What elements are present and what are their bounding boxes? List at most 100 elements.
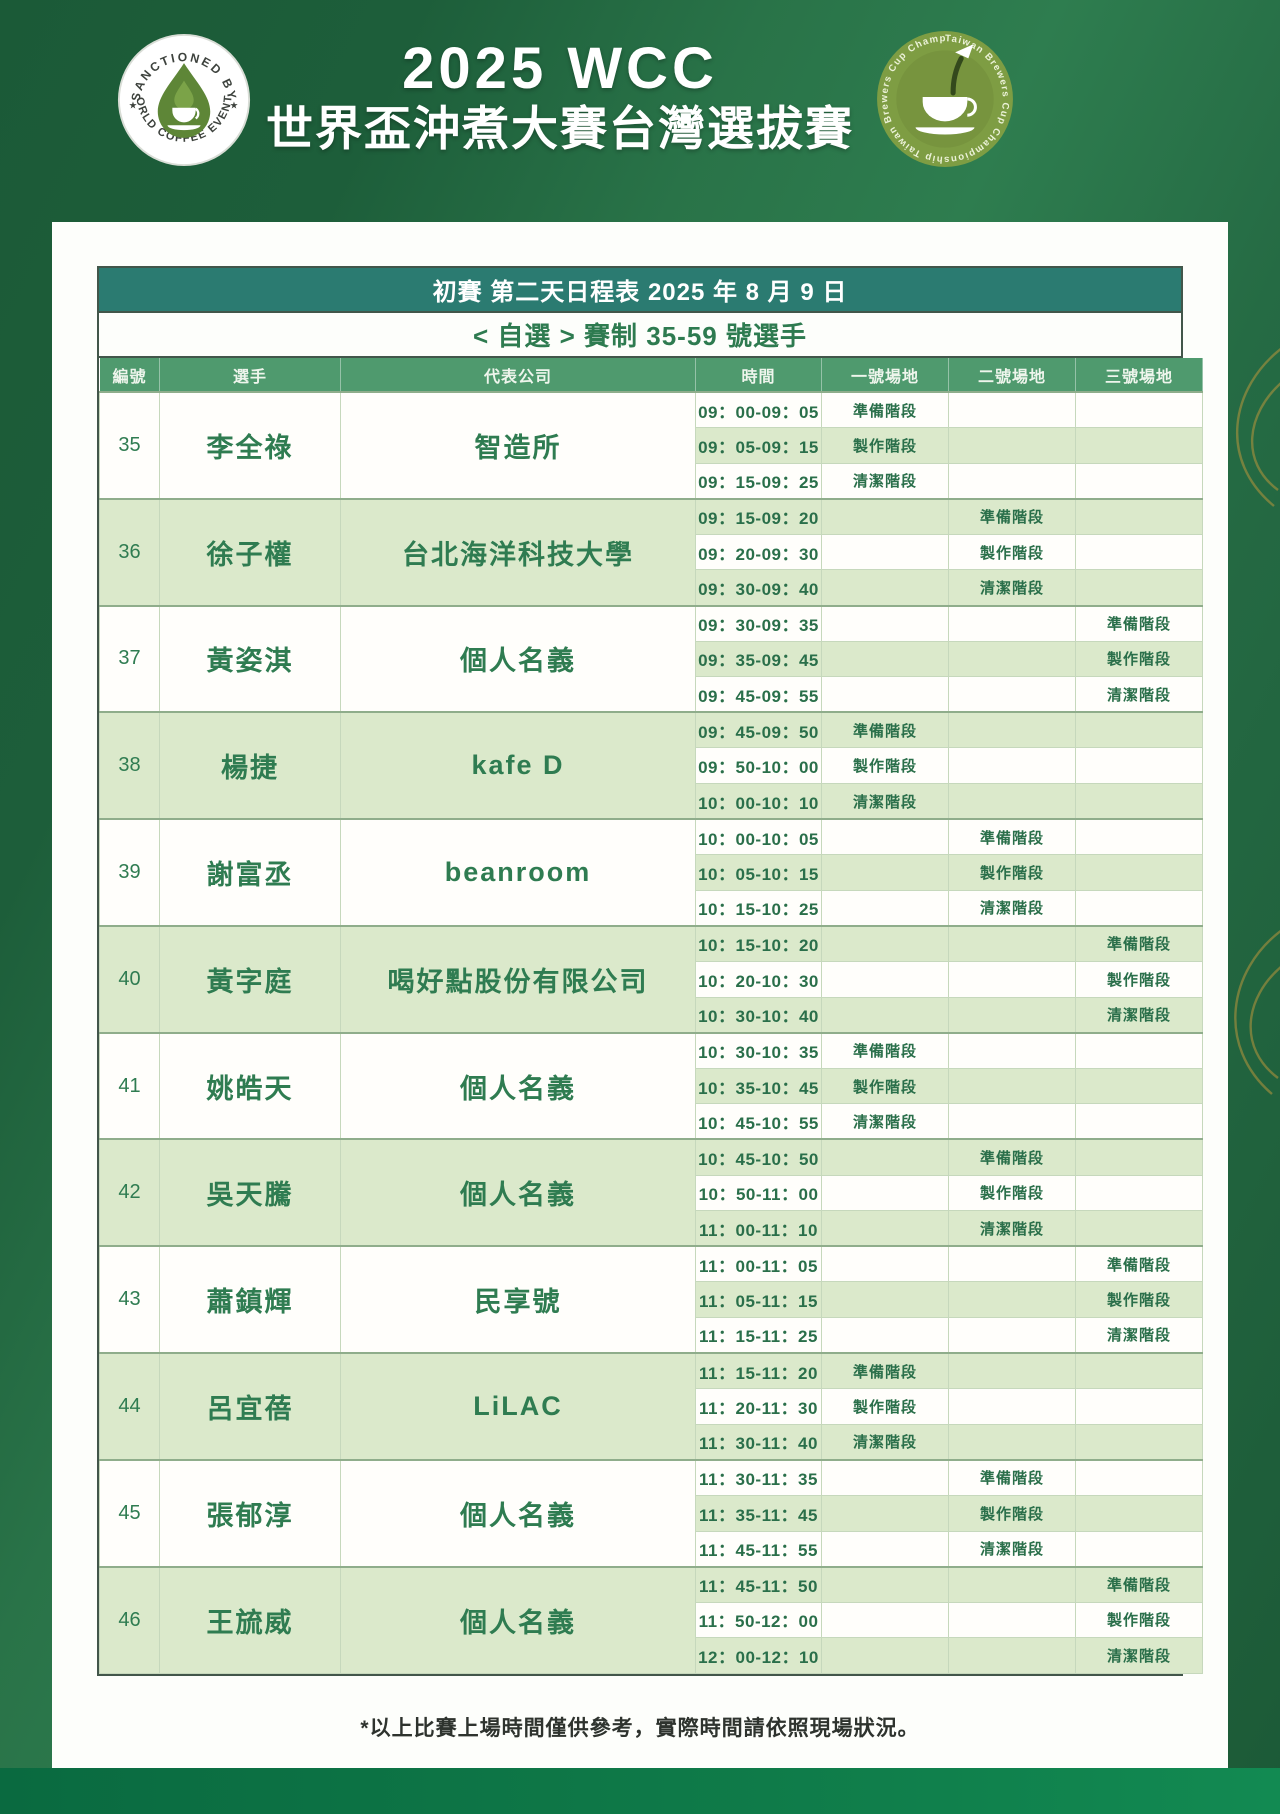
empty-venue-cell (1075, 1174, 1203, 1212)
empty-venue-cell (948, 1103, 1076, 1140)
empty-venue-cell (821, 1138, 949, 1176)
stage-cell: 製作階段 (1075, 1601, 1203, 1639)
coffee-cup-pour-icon (915, 44, 977, 135)
world-coffee-events-logo: SANCTIONED BY WORLD COFFEE EVENTS ★ ★ (116, 32, 252, 168)
time-slot: 10：15-10：25 (695, 889, 822, 927)
company-name: 個人名義 (340, 1565, 696, 1674)
time-slot: 09：50-10：00 (695, 747, 822, 785)
time-slot: 11：00-11：05 (695, 1245, 822, 1283)
time-slot: 11：20-11：30 (695, 1388, 822, 1425)
schedule-sub-row: 10：00-10：10 清潔階段 (100, 783, 1203, 820)
schedule-sub-row: 09：20-09：30 製作階段 (100, 533, 1203, 571)
stage-cell: 準備階段 (821, 1031, 949, 1069)
stage-cell: 製作階段 (1075, 1281, 1203, 1318)
time-slot: 09：30-09：40 (695, 569, 822, 607)
company-name: 台北海洋科技大學 (340, 497, 696, 607)
table-title: 初賽 第二天日程表 2025 年 8 月 9 日 (432, 279, 848, 306)
brewers-cup-badge-icon: Taiwan Brewers Cup Championship Taiwan B… (877, 31, 1013, 167)
company-name: 個人名義 (340, 1458, 696, 1568)
company-name: 個人名義 (340, 604, 696, 713)
stage-cell: 製作階段 (821, 1067, 949, 1105)
empty-venue-cell (1075, 391, 1203, 429)
empty-venue-cell (1075, 1458, 1203, 1496)
stage-cell: 製作階段 (821, 747, 949, 785)
empty-venue-cell (1075, 1067, 1203, 1105)
event-title-block: 2025 WCC 世界盃沖煮大賽台灣選拔賽 (210, 38, 910, 158)
time-slot: 11：05-11：15 (695, 1281, 822, 1318)
empty-venue-cell (1075, 462, 1203, 500)
time-slot: 09：30-09：35 (695, 604, 822, 642)
empty-venue-cell (948, 1067, 1076, 1105)
empty-venue-cell (1075, 889, 1203, 927)
time-slot: 12：00-12：10 (695, 1637, 822, 1674)
empty-venue-cell (948, 996, 1076, 1034)
empty-venue-cell (948, 1352, 1076, 1390)
company-name: beanroom (340, 818, 696, 927)
empty-venue-cell (821, 818, 949, 856)
table-title-bar: 初賽 第二天日程表 2025 年 8 月 9 日 (99, 268, 1181, 311)
empty-venue-cell (821, 640, 949, 678)
empty-venue-cell (948, 711, 1076, 749)
empty-venue-cell (948, 676, 1076, 713)
time-slot: 09：00-09：05 (695, 391, 822, 429)
column-header-2: 代表公司 (340, 358, 696, 393)
competitor-number: 41 (99, 1031, 160, 1140)
time-slot: 09：15-09：25 (695, 462, 822, 500)
stage-cell: 清潔階段 (821, 783, 949, 820)
empty-venue-cell (948, 1388, 1076, 1425)
schedule-sub-row: 11：50-12：00 製作階段 (100, 1601, 1203, 1639)
schedule-sub-row: 11：35-11：45 製作階段 (100, 1494, 1203, 1532)
empty-venue-cell (948, 1316, 1076, 1354)
empty-venue-cell (821, 996, 949, 1034)
empty-venue-cell (821, 533, 949, 571)
empty-venue-cell (1075, 1352, 1203, 1390)
bottom-green-strip (0, 1768, 1280, 1814)
empty-venue-cell (1075, 533, 1203, 571)
time-slot: 09：05-09：15 (695, 427, 822, 464)
empty-venue-cell (821, 889, 949, 927)
empty-venue-cell (1075, 1031, 1203, 1069)
time-slot: 10：45-10：50 (695, 1138, 822, 1176)
competitor-name: 蕭鎮輝 (159, 1245, 341, 1354)
competitor-name: 姚皓天 (159, 1031, 341, 1140)
stage-cell: 準備階段 (821, 1352, 949, 1390)
schedule-sub-row: 10：15-10：25 清潔階段 (100, 889, 1203, 927)
stage-cell: 準備階段 (948, 1458, 1076, 1496)
schedule-sub-row: 09：50-10：00 製作階段 (100, 747, 1203, 785)
time-slot: 10：00-10：10 (695, 783, 822, 820)
empty-venue-cell (821, 1637, 949, 1674)
schedule-sub-row: 09：30-09：40 清潔階段 (100, 569, 1203, 607)
empty-venue-cell (1075, 1530, 1203, 1568)
empty-venue-cell (821, 676, 949, 713)
empty-venue-cell (948, 1637, 1076, 1674)
time-slot: 09：15-09：20 (695, 497, 822, 535)
footnote: *以上比賽上場時間僅供參考，實際時間請依照現場狀況。 (360, 1717, 920, 1740)
company-name: 個人名義 (340, 1031, 696, 1140)
competitor-name: 楊捷 (159, 711, 341, 820)
competitor-number: 44 (99, 1352, 160, 1461)
empty-venue-cell (821, 1530, 949, 1568)
schedule-sub-row: 43 蕭鎮輝 民享號 11：00-11：05 準備階段 (99, 1245, 1203, 1354)
company-name: 喝好點股份有限公司 (340, 924, 696, 1034)
competitor-name: 黃姿淇 (159, 604, 341, 713)
empty-venue-cell (821, 1494, 949, 1532)
time-slot: 11：30-11：35 (695, 1458, 822, 1496)
empty-venue-cell (1075, 854, 1203, 891)
schedule-card: 初賽 第二天日程表 2025 年 8 月 9 日 < 自選 > 賽制 35-59… (52, 222, 1228, 1768)
schedule-sub-row: 10：50-11：00 製作階段 (100, 1174, 1203, 1212)
competitor-name: 黃字庭 (159, 924, 341, 1034)
time-slot: 09：45-09：50 (695, 711, 822, 749)
column-header-4: 一號場地 (821, 358, 949, 393)
schedule-sub-row: 12：00-12：10 清潔階段 (100, 1637, 1203, 1674)
stage-cell: 清潔階段 (1075, 676, 1203, 713)
competitor-name: 謝富丞 (159, 818, 341, 927)
empty-venue-cell (821, 1245, 949, 1283)
schedule-sub-row: 10：45-10：55 清潔階段 (100, 1103, 1203, 1140)
competitor-name: 李全祿 (159, 391, 341, 500)
time-slot: 10：35-10：45 (695, 1067, 822, 1105)
stage-cell: 製作階段 (948, 1174, 1076, 1212)
empty-venue-cell (948, 747, 1076, 785)
empty-venue-cell (948, 1281, 1076, 1318)
stage-cell: 準備階段 (1075, 1565, 1203, 1603)
event-subtitle: 世界盃沖煮大賽台灣選拔賽 (266, 102, 854, 155)
